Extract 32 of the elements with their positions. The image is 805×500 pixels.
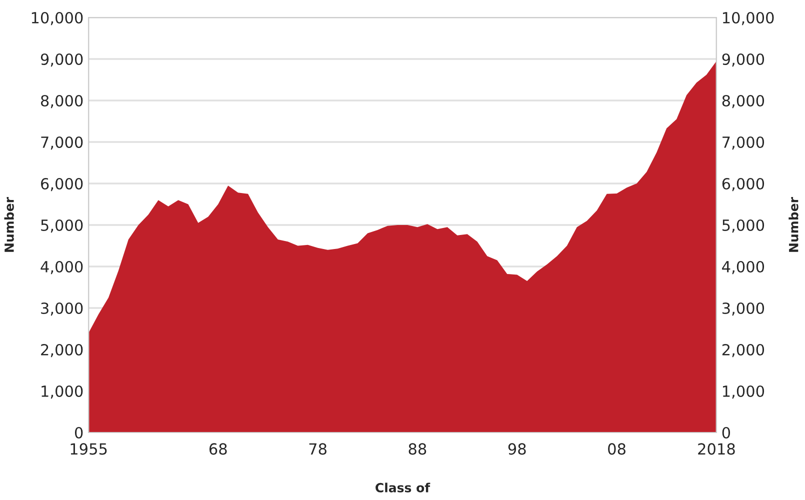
y2-tick-label: 5,000 [722,219,764,233]
y2-tick-label: 0 [722,426,730,439]
y2-tick-label: 2,000 [722,344,764,358]
x-tick-label: 2018 [698,443,735,455]
x-axis-title: Class of [376,482,430,492]
y2-tick-label: 4,000 [722,260,764,274]
x-tick-label: 1955 [70,443,107,455]
y2-tick-label: 9,000 [722,53,764,67]
y2-tick-label: 7,000 [722,136,764,150]
y-tick-label: 1,000 [42,385,83,399]
y-tick-label: 3,000 [41,302,83,316]
y2-tick-label: 8,000 [722,94,764,108]
x-tick-label: 78 [309,443,326,455]
y2-axis-title: Number [788,197,798,252]
y2-tick-label: 10,000 [722,12,774,26]
y-tick-label: 5,000 [41,219,83,233]
y2-tick-label: 3,000 [722,302,764,316]
x-tick-label: 68 [209,443,227,455]
x-tick-label: 08 [608,443,626,455]
y-axis-title: Number [4,197,14,252]
y-tick-label: 8,000 [40,94,83,108]
y2-tick-label: 6,000 [722,178,764,192]
y-tick-label: 4,000 [40,260,83,274]
y-tick-label: 7,000 [41,136,83,150]
y-tick-label: 10,000 [32,12,83,26]
x-tick-label: 88 [408,443,426,455]
y-tick-label: 2,000 [41,344,83,358]
x-tick-label: 98 [508,443,526,455]
y-tick-label: 6,000 [41,178,83,192]
y-tick-label: 0 [74,426,83,439]
y2-tick-label: 1,000 [722,385,764,399]
y-tick-label: 9,000 [40,53,83,67]
